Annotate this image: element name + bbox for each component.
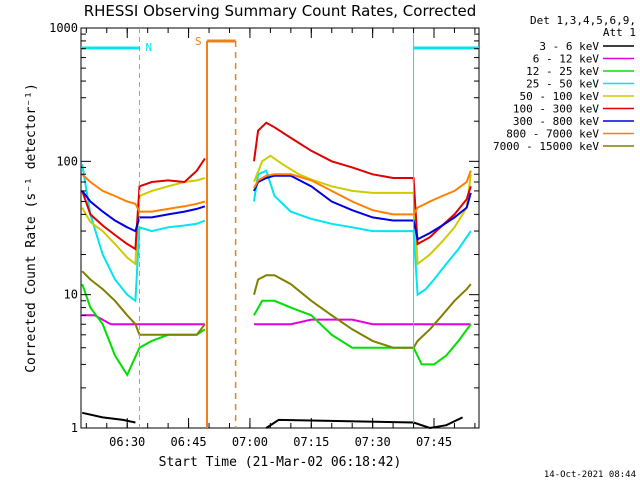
x-tick-label-3: 07:15: [293, 435, 329, 449]
y-tick-label-3: 1000: [49, 21, 78, 35]
series-line-7-seg-0: [81, 173, 206, 213]
series-line-5-seg-1: [253, 121, 472, 246]
legend-label-8: 7000 - 15000 keV: [493, 140, 599, 153]
x-tick-label-5: 07:45: [416, 435, 452, 449]
legend-title-0: Det 1,3,4,5,6,9,: [530, 14, 636, 27]
flag-label-n: N: [145, 41, 152, 54]
legend-title-1: Att 1: [603, 26, 636, 39]
series-line-0-seg-0: [81, 411, 136, 424]
plot-frame: [80, 27, 480, 429]
legend-label-4: 50 - 100 keV: [520, 90, 600, 103]
series-line-6-seg-0: [81, 190, 206, 233]
series-line-3-seg-0: [81, 164, 206, 303]
series-line-8-seg-1: [253, 274, 472, 349]
series-line-1-seg-1: [254, 318, 471, 326]
legend-label-1: 6 - 12 keV: [533, 53, 600, 66]
y-tick-label-2: 100: [56, 154, 78, 168]
x-tick-label-2: 07:00: [232, 435, 268, 449]
series-line-3-seg-1: [253, 169, 472, 297]
series-line-0-seg-1: [265, 416, 464, 430]
timestamp: 14-Oct-2021 08:44: [544, 470, 636, 480]
x-tick-label-4: 07:30: [355, 435, 391, 449]
series-line-2-seg-0: [81, 283, 206, 378]
series-line-5-seg-0: [81, 157, 206, 251]
x-tick-label-1: 06:45: [171, 435, 207, 449]
x-tick-label-0: 06:30: [109, 435, 145, 449]
legend-label-7: 800 - 7000 keV: [506, 128, 599, 141]
legend-label-2: 12 - 25 keV: [526, 65, 599, 78]
flag-label-s: S: [195, 35, 202, 48]
series-line-2-seg-1: [253, 299, 472, 366]
y-axis-label: Corrected Count Rate (s⁻¹ detector⁻¹): [24, 83, 39, 373]
y-tick-label-0: 1: [71, 421, 78, 435]
legend-label-6: 300 - 800 keV: [513, 115, 599, 128]
y-tick-label-1: 10: [64, 288, 78, 302]
series-line-8-seg-0: [81, 270, 206, 336]
legend-label-5: 100 - 300 keV: [513, 103, 599, 116]
series-line-1-seg-0: [82, 314, 205, 326]
legend-label-3: 25 - 50 keV: [526, 78, 599, 91]
x-axis-label: Start Time (21-Mar-02 06:18:42): [159, 455, 402, 470]
legend-label-0: 3 - 6 keV: [539, 40, 599, 53]
series-line-6-seg-1: [253, 174, 472, 241]
chart-title: RHESSI Observing Summary Count Rates, Co…: [84, 2, 477, 20]
series-line-7-seg-1: [253, 170, 472, 216]
series-line-4-seg-1: [253, 154, 472, 266]
